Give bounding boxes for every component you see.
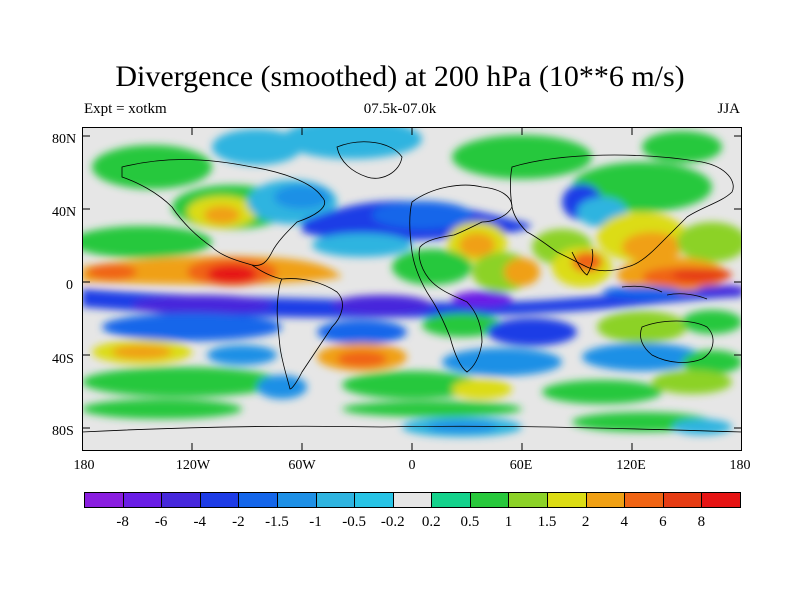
experiment-label: Expt = xotkm	[84, 101, 167, 117]
colorbar-segment	[547, 492, 587, 508]
colorbar-segment	[701, 492, 741, 508]
lat-label-40s: 40S	[52, 352, 74, 367]
colorbar-segment	[469, 492, 510, 508]
lon-label-180e: 180	[729, 458, 751, 473]
colorbar-segment	[431, 492, 471, 508]
lon-label-120w: 120W	[175, 458, 211, 473]
colorbar-segment	[161, 492, 201, 508]
lon-label-0: 0	[408, 458, 416, 473]
colorbar-label: 1.5	[537, 514, 557, 530]
colorbar-segment	[315, 492, 356, 508]
colorbar-label: -0.2	[380, 514, 405, 530]
colorbar-segment	[508, 492, 549, 508]
coastlines	[82, 141, 742, 433]
colorbar-segment	[585, 492, 626, 508]
colorbar-label: -6	[154, 514, 168, 530]
colorbar-label: -8	[116, 514, 129, 530]
lat-label-80n: 80N	[52, 132, 77, 147]
colorbar-segment	[392, 492, 433, 508]
colorbar-segment	[662, 492, 703, 508]
period-difference-label: 07.5k-07.0k	[363, 101, 437, 117]
colorbar-label: 8	[697, 514, 706, 530]
lat-label-40n: 40N	[52, 205, 77, 220]
lat-label-eq: 0	[66, 278, 73, 293]
colorbar-label: 6	[659, 514, 667, 530]
map-ticks	[82, 127, 742, 451]
colorbar-segment	[238, 492, 278, 508]
colorbar-segment	[276, 492, 317, 508]
lon-label-60w: 60W	[288, 458, 316, 473]
plot-title: Divergence (smoothed) at 200 hPa (10**6 …	[115, 60, 685, 93]
colorbar-label: -4	[193, 514, 207, 530]
colorbar-label: -1.5	[265, 514, 289, 530]
colorbar-label: -1	[309, 514, 322, 530]
lon-label-180w: 180	[73, 458, 95, 473]
season-label: JJA	[717, 101, 740, 117]
colorbar-label: 4	[620, 514, 628, 530]
colorbar-label: 0.2	[421, 514, 441, 530]
lon-label-120e: 120E	[616, 458, 646, 473]
colorbar-label: -2	[232, 514, 245, 530]
divergence-map	[82, 127, 742, 451]
colorbar-label: 0.5	[460, 514, 480, 530]
colorbar-segment	[84, 492, 124, 508]
contour-fill	[82, 127, 742, 437]
colorbar-label: -0.5	[342, 514, 366, 530]
colorbar-segment	[199, 492, 240, 508]
colorbar-label: 1	[504, 514, 513, 530]
colorbar	[84, 492, 741, 510]
colorbar-label: 2	[581, 514, 590, 530]
colorbar-segment	[122, 492, 163, 508]
colorbar-segment	[624, 492, 664, 508]
lat-label-80s: 80S	[52, 424, 74, 439]
colorbar-segment	[354, 492, 394, 508]
lon-label-60e: 60E	[509, 458, 533, 473]
